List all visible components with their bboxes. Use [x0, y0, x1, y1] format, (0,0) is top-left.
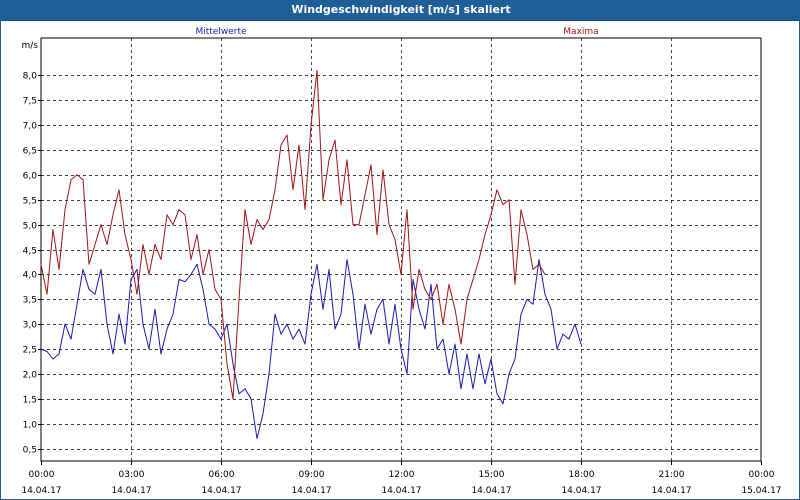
y-tick-label: 0,5 [23, 446, 37, 456]
x-tick-date-label: 14.04.17 [201, 486, 241, 496]
x-tick-date-label: 14.04.17 [21, 486, 61, 496]
x-tick-time-label: 18:00 [569, 470, 595, 480]
y-tick-label: 2,5 [23, 346, 37, 356]
x-tick-date-label: 14.04.17 [561, 486, 601, 496]
legend-label-maxima: Maxima [563, 27, 598, 37]
y-tick-label: 5,0 [23, 222, 38, 232]
window-title: Windgeschwindigkeit [m/s] skaliert [291, 3, 511, 16]
y-axis-label: m/s [22, 41, 39, 51]
x-tick-date-label: 14.04.17 [381, 486, 421, 496]
y-tick-label: 6,0 [23, 172, 38, 182]
y-tick-label: 6,5 [23, 147, 37, 157]
y-tick-label: 7,0 [23, 122, 38, 132]
x-tick-time-label: 12:00 [389, 470, 415, 480]
y-tick-label: 7,5 [23, 97, 37, 107]
y-tick-label: 3,0 [23, 321, 38, 331]
x-tick-date-label: 14.04.17 [111, 486, 151, 496]
legend-label-mittelwerte: Mittelwerte [195, 27, 246, 37]
x-tick-time-label: 00:00 [749, 470, 775, 480]
y-tick-label: 4,5 [23, 247, 37, 257]
x-tick-date-label: 15.04.17 [741, 486, 781, 496]
y-tick-label: 5,5 [23, 197, 37, 207]
x-tick-time-label: 03:00 [119, 470, 145, 480]
y-tick-label: 4,0 [23, 271, 38, 281]
y-tick-label: 3,5 [23, 296, 37, 306]
y-tick-label: 1,5 [23, 396, 37, 406]
x-tick-date-label: 14.04.17 [651, 486, 691, 496]
series-line-maxima [40, 69, 546, 400]
x-tick-time-label: 00:00 [29, 470, 55, 480]
x-tick-time-label: 15:00 [479, 470, 505, 480]
x-tick-time-label: 21:00 [659, 470, 685, 480]
series-line-mittelwerte [40, 259, 582, 440]
x-tick-time-label: 06:00 [209, 470, 235, 480]
x-tick-date-label: 14.04.17 [471, 486, 511, 496]
plot-area [40, 37, 762, 462]
x-tick-time-label: 09:00 [299, 470, 325, 480]
title-bar: Windgeschwindigkeit [m/s] skaliert [1, 0, 800, 21]
y-tick-label: 2,0 [23, 371, 38, 381]
y-tick-label: 8,0 [23, 72, 38, 82]
x-tick-date-label: 14.04.17 [291, 486, 331, 496]
y-tick-label: 1,0 [23, 421, 38, 431]
